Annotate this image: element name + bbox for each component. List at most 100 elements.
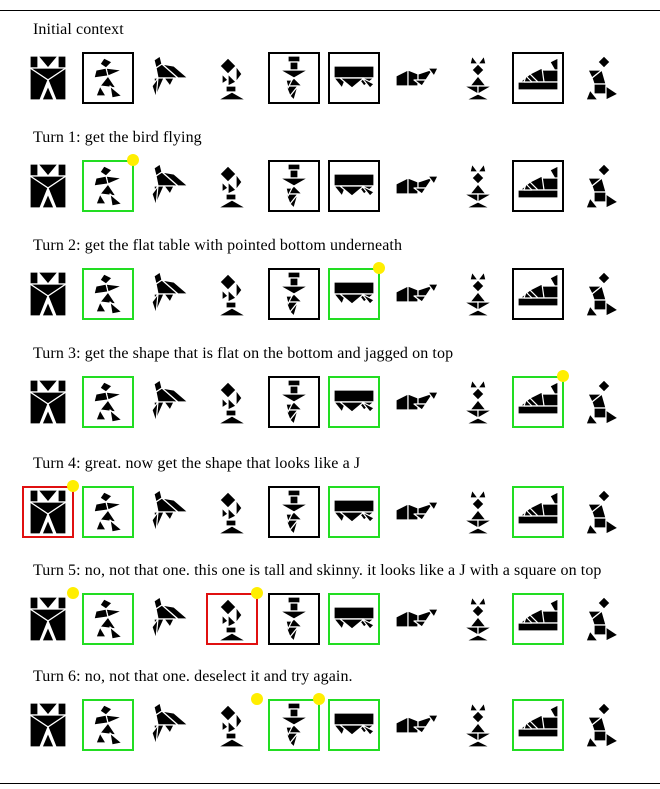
click-marker-dot (373, 262, 385, 274)
tangram-flag[interactable] (144, 268, 196, 320)
tangram-row (0, 480, 660, 546)
tangram-flag[interactable] (144, 486, 196, 538)
tangram-jagged-table[interactable] (328, 486, 380, 538)
tangram-j-with-square[interactable] (206, 693, 263, 751)
tangram-jagged-table[interactable] (328, 593, 380, 645)
tangram-kneeling-figure[interactable] (576, 486, 628, 538)
tangram-flying-bird[interactable] (82, 376, 134, 428)
tangram-flying-bird[interactable] (82, 268, 134, 320)
tangram-dancer[interactable] (452, 486, 504, 538)
tangram-kneeling-figure[interactable] (576, 376, 628, 428)
tangram-low-boot[interactable] (390, 268, 442, 320)
tangram-jester[interactable] (268, 486, 320, 538)
tangram-flying-bird[interactable] (82, 154, 139, 212)
tangram-jagged-table[interactable] (328, 52, 380, 104)
tangram-flying-bird[interactable] (82, 52, 134, 104)
tangram-dancer[interactable] (452, 593, 504, 645)
tangram-silhouette (585, 489, 619, 535)
tangram-jester[interactable] (268, 52, 320, 104)
tangram-silhouette (463, 271, 493, 317)
tangram-j-with-square[interactable] (206, 587, 263, 645)
tangram-hourglass-person[interactable] (22, 52, 74, 104)
tangram-kneeling-figure[interactable] (576, 52, 628, 104)
tangram-silhouette (217, 273, 247, 317)
tangram-jester[interactable] (268, 268, 320, 320)
tangram-silhouette (333, 499, 375, 523)
tangram-jester[interactable] (268, 593, 320, 645)
tangram-flying-bird[interactable] (82, 593, 134, 645)
tangram-dancer[interactable] (452, 376, 504, 428)
tangram-flag[interactable] (144, 160, 196, 212)
tangram-jester[interactable] (268, 693, 325, 751)
tangram-dancer[interactable] (452, 268, 504, 320)
tangram-row (0, 262, 660, 328)
tangram-low-boot[interactable] (390, 52, 442, 104)
tangram-kneeling-figure[interactable] (576, 160, 628, 212)
tangram-flag[interactable] (144, 593, 196, 645)
tangram-j-with-square[interactable] (206, 52, 258, 104)
tangram-jagged-table[interactable] (328, 699, 380, 751)
tangram-row (0, 587, 660, 653)
tangram-silhouette (395, 714, 439, 734)
tangram-flying-bird[interactable] (82, 699, 134, 751)
tangram-silhouette (279, 55, 309, 101)
tangram-silhouette (151, 379, 189, 423)
tangram-low-boot[interactable] (390, 593, 442, 645)
tangram-mountain-ship[interactable] (512, 593, 564, 645)
turn-section: Turn 1: get the bird flying (0, 128, 660, 236)
tangram-j-with-square[interactable] (206, 376, 258, 428)
turn-caption: Turn 3: get the shape that is flat on th… (33, 345, 454, 362)
tangram-silhouette (585, 702, 619, 748)
tangram-silhouette (151, 489, 189, 533)
tangram-silhouette (29, 489, 67, 535)
tangram-dancer[interactable] (452, 52, 504, 104)
tangram-silhouette (517, 165, 559, 199)
tangram-flag[interactable] (144, 376, 196, 428)
tangram-mountain-ship[interactable] (512, 160, 564, 212)
click-marker-dot (67, 587, 79, 599)
tangram-mountain-ship[interactable] (512, 52, 564, 104)
tangram-silhouette (333, 606, 375, 630)
tangram-silhouette (93, 598, 123, 640)
tangram-flag[interactable] (144, 52, 196, 104)
tangram-hourglass-person[interactable] (22, 480, 79, 538)
tangram-silhouette (29, 55, 67, 101)
tangram-kneeling-figure[interactable] (576, 593, 628, 645)
tangram-flying-bird[interactable] (82, 486, 134, 538)
tangram-silhouette (463, 596, 493, 642)
tangram-kneeling-figure[interactable] (576, 268, 628, 320)
tangram-hourglass-person[interactable] (22, 587, 79, 645)
tangram-jester[interactable] (268, 160, 320, 212)
tangram-silhouette (151, 702, 189, 746)
tangram-silhouette (279, 271, 309, 317)
tangram-dancer[interactable] (452, 699, 504, 751)
tangram-hourglass-person[interactable] (22, 699, 74, 751)
tangram-silhouette (585, 163, 619, 209)
tangram-hourglass-person[interactable] (22, 268, 74, 320)
tangram-flag[interactable] (144, 699, 196, 751)
tangram-silhouette (585, 271, 619, 317)
tangram-j-with-square[interactable] (206, 268, 258, 320)
tangram-low-boot[interactable] (390, 699, 442, 751)
tangram-low-boot[interactable] (390, 376, 442, 428)
tangram-hourglass-person[interactable] (22, 376, 74, 428)
tangram-jagged-table[interactable] (328, 262, 385, 320)
tangram-silhouette (395, 501, 439, 521)
tangram-silhouette (279, 379, 309, 425)
tangram-silhouette (93, 165, 123, 207)
tangram-jagged-table[interactable] (328, 376, 380, 428)
tangram-low-boot[interactable] (390, 486, 442, 538)
tangram-hourglass-person[interactable] (22, 160, 74, 212)
tangram-j-with-square[interactable] (206, 160, 258, 212)
tangram-jester[interactable] (268, 376, 320, 428)
tangram-dancer[interactable] (452, 160, 504, 212)
tangram-silhouette (463, 55, 493, 101)
tangram-j-with-square[interactable] (206, 486, 258, 538)
tangram-mountain-ship[interactable] (512, 699, 564, 751)
tangram-low-boot[interactable] (390, 160, 442, 212)
tangram-jagged-table[interactable] (328, 160, 380, 212)
tangram-mountain-ship[interactable] (512, 370, 569, 428)
tangram-mountain-ship[interactable] (512, 486, 564, 538)
tangram-mountain-ship[interactable] (512, 268, 564, 320)
tangram-kneeling-figure[interactable] (576, 699, 628, 751)
